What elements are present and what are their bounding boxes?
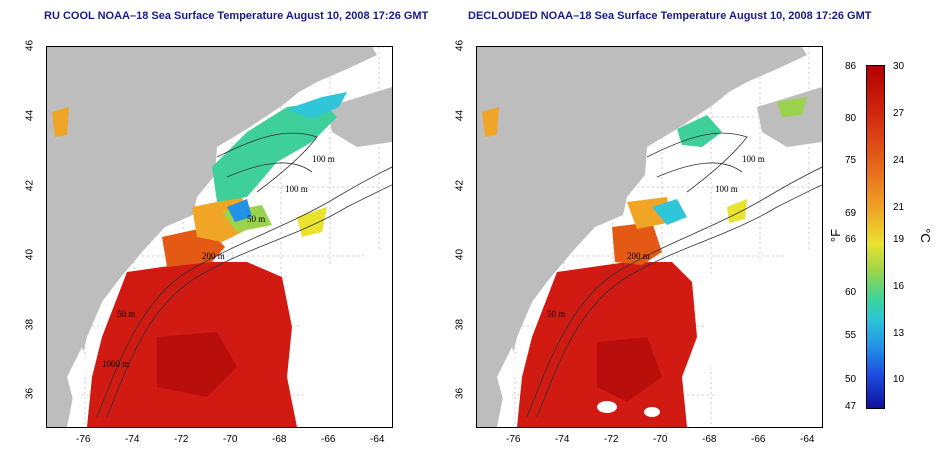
left-map-title: RU COOL NOAA–18 Sea Surface Temperature …: [44, 10, 429, 22]
contour-label: 200 m: [202, 251, 225, 261]
x-tick: -72: [604, 434, 619, 445]
y-tick: 42: [454, 179, 466, 192]
contour-label: 100 m: [285, 184, 308, 194]
x-tick: -68: [702, 434, 717, 445]
y-tick: 36: [454, 387, 466, 400]
celsius-tick: 24: [893, 155, 905, 166]
fahrenheit-tick: 69: [845, 208, 857, 219]
x-tick: -74: [125, 434, 140, 445]
contour-label: 100 m: [715, 184, 738, 194]
fahrenheit-tick: 47: [845, 401, 857, 412]
x-tick: -64: [370, 434, 385, 445]
y-tick: 36: [24, 387, 36, 400]
contour-label: 100 m: [742, 154, 765, 164]
y-tick: 42: [24, 179, 36, 192]
x-tick: -70: [653, 434, 668, 445]
land-mass: [47, 47, 377, 427]
x-tick: -76: [506, 434, 521, 445]
fahrenheit-tick: 80: [845, 113, 857, 124]
celsius-tick: 21: [893, 202, 905, 213]
y-tick: 38: [454, 318, 466, 331]
x-tick: -74: [555, 434, 570, 445]
y-tick: 46: [454, 39, 466, 52]
contour-label: 50 m: [117, 309, 135, 319]
fahrenheit-tick: 75: [845, 155, 857, 166]
fahrenheit-tick: 66: [845, 234, 857, 245]
celsius-tick: 30: [893, 61, 905, 72]
x-tick: -70: [223, 434, 238, 445]
land-mass: [477, 47, 807, 427]
right-map-title: DECLOUDED NOAA–18 Sea Surface Temperatur…: [468, 10, 872, 22]
fahrenheit-unit-label: °F: [828, 228, 844, 243]
y-tick: 40: [24, 248, 36, 261]
celsius-unit-label: °C: [917, 228, 933, 243]
fahrenheit-tick: 50: [845, 374, 857, 385]
x-tick: -66: [321, 434, 336, 445]
sst-cool: [212, 102, 337, 202]
x-tick: -66: [751, 434, 766, 445]
fahrenheit-tick: 55: [845, 330, 857, 341]
x-tick: -72: [174, 434, 189, 445]
y-tick: 40: [454, 248, 466, 261]
x-tick: -76: [76, 434, 91, 445]
left-sst-map: 100 m 100 m 50 m 200 m 50 m 1000 m: [46, 46, 393, 428]
contour-label: 200 m: [627, 251, 650, 261]
temperature-colorbar: [866, 65, 885, 409]
celsius-tick: 13: [893, 328, 905, 339]
celsius-tick: 16: [893, 281, 905, 292]
contour-label: 50 m: [547, 309, 565, 319]
fahrenheit-tick: 86: [845, 61, 857, 72]
celsius-tick: 27: [893, 108, 905, 119]
contour-label: 50 m: [247, 214, 265, 224]
y-tick: 44: [24, 109, 36, 122]
celsius-tick: 10: [893, 374, 905, 385]
y-tick: 38: [24, 318, 36, 331]
right-sst-map: 100 m 100 m 200 m 50 m: [476, 46, 823, 428]
fahrenheit-tick: 60: [845, 287, 857, 298]
y-tick: 46: [24, 39, 36, 52]
x-tick: -64: [800, 434, 815, 445]
x-tick: -68: [272, 434, 287, 445]
y-tick: 44: [454, 109, 466, 122]
contour-label: 100 m: [312, 154, 335, 164]
contour-label: 1000 m: [102, 359, 129, 369]
celsius-tick: 19: [893, 234, 905, 245]
